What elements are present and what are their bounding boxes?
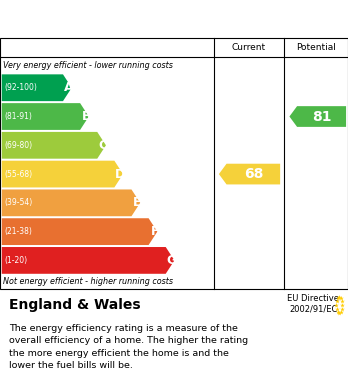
Text: Energy Efficiency Rating: Energy Efficiency Rating	[9, 12, 211, 27]
Text: D: D	[115, 168, 126, 181]
Polygon shape	[2, 103, 89, 130]
Text: (39-54): (39-54)	[4, 198, 32, 207]
Polygon shape	[2, 74, 72, 101]
Text: C: C	[99, 139, 108, 152]
Text: (1-20): (1-20)	[4, 256, 27, 265]
Polygon shape	[2, 190, 140, 216]
Text: A: A	[64, 81, 74, 94]
Text: B: B	[81, 110, 91, 123]
Polygon shape	[2, 132, 106, 159]
Text: Current: Current	[232, 43, 266, 52]
Text: F: F	[150, 225, 159, 238]
Text: 81: 81	[312, 109, 331, 124]
Text: England & Wales: England & Wales	[9, 298, 140, 312]
Text: (69-80): (69-80)	[4, 141, 32, 150]
Text: Potential: Potential	[296, 43, 336, 52]
Text: Not energy efficient - higher running costs: Not energy efficient - higher running co…	[3, 277, 174, 286]
Text: 68: 68	[244, 167, 263, 181]
Polygon shape	[290, 106, 346, 127]
Text: The energy efficiency rating is a measure of the
overall efficiency of a home. T: The energy efficiency rating is a measur…	[9, 324, 248, 370]
Polygon shape	[2, 218, 157, 245]
Text: Very energy efficient - lower running costs: Very energy efficient - lower running co…	[3, 61, 173, 70]
Polygon shape	[219, 164, 280, 185]
Text: (92-100): (92-100)	[4, 83, 37, 92]
Polygon shape	[2, 161, 123, 187]
Text: E: E	[133, 196, 142, 209]
Text: EU Directive
2002/91/EC: EU Directive 2002/91/EC	[287, 294, 339, 313]
Text: (55-68): (55-68)	[4, 170, 32, 179]
Text: (21-38): (21-38)	[4, 227, 32, 236]
Polygon shape	[2, 247, 174, 274]
Text: (81-91): (81-91)	[4, 112, 32, 121]
Text: G: G	[167, 254, 177, 267]
